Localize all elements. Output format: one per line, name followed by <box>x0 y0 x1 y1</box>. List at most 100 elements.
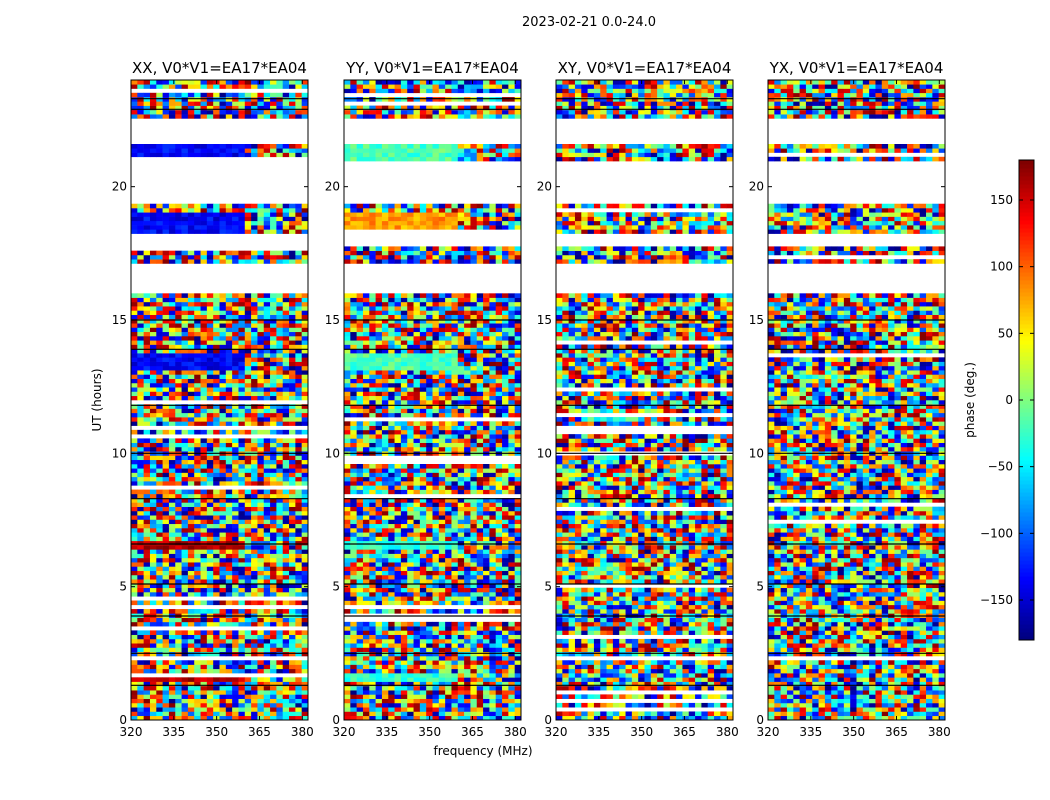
colorbar-segment <box>1019 492 1034 497</box>
x-tick-label: 335 <box>375 725 398 739</box>
heatmap-0 <box>131 80 308 720</box>
x-tick-label: 335 <box>587 725 610 739</box>
colorbar-segment <box>1019 292 1034 297</box>
panel-title: YY, V0*V1=EA17*EA04 <box>345 59 519 77</box>
colorbar-segment <box>1019 608 1034 613</box>
x-tick-label: 320 <box>545 725 568 739</box>
x-tick-label: 380 <box>504 725 527 739</box>
x-tick-label: 350 <box>630 725 653 739</box>
panel-title: XX, V0*V1=EA17*EA04 <box>132 59 307 77</box>
x-tick-label: 380 <box>716 725 739 739</box>
colorbar-segment <box>1019 172 1034 177</box>
colorbar-segment <box>1019 404 1034 409</box>
colorbar-segment <box>1019 624 1034 629</box>
y-tick-label: 20 <box>537 180 552 194</box>
x-tick-label: 350 <box>418 725 441 739</box>
y-tick-label: 15 <box>537 313 552 327</box>
colorbar-segment <box>1019 536 1034 541</box>
colorbar-segment <box>1019 540 1034 545</box>
colorbar-segment <box>1019 504 1034 509</box>
colorbar-segment <box>1019 508 1034 513</box>
y-tick-label: 5 <box>544 580 552 594</box>
colorbar-segment <box>1019 256 1034 261</box>
colorbar-segment <box>1019 628 1034 633</box>
colorbar-segment <box>1019 236 1034 241</box>
colorbar-segment <box>1019 316 1034 321</box>
colorbar-segment <box>1019 520 1034 525</box>
colorbar-segment <box>1019 448 1034 453</box>
colorbar-segment <box>1019 476 1034 481</box>
colorbar-segment <box>1019 552 1034 557</box>
colorbar-segment <box>1019 480 1034 485</box>
colorbar-segment <box>1019 468 1034 473</box>
colorbar-segment <box>1019 544 1034 549</box>
colorbar-segment <box>1019 312 1034 317</box>
colorbar-segment <box>1019 288 1034 293</box>
colorbar-segment <box>1019 472 1034 477</box>
colorbar-segment <box>1019 196 1034 201</box>
x-tick-label: 365 <box>248 725 271 739</box>
colorbar-segment <box>1019 568 1034 573</box>
colorbar-segment <box>1019 416 1034 421</box>
y-tick-label: 0 <box>119 713 127 727</box>
y-tick-label: 20 <box>112 180 127 194</box>
x-tick-label: 365 <box>885 725 908 739</box>
colorbar-segment <box>1019 560 1034 565</box>
x-tick-label: 320 <box>333 725 356 739</box>
colorbar-segment <box>1019 500 1034 505</box>
colorbar-segment <box>1019 284 1034 289</box>
colorbar-segment <box>1019 360 1034 365</box>
y-tick-label: 0 <box>756 713 764 727</box>
colorbar-tick-label: 100 <box>990 260 1013 274</box>
colorbar-segment <box>1019 400 1034 405</box>
colorbar-segment <box>1019 352 1034 357</box>
colorbar-segment <box>1019 248 1034 253</box>
colorbar-segment <box>1019 368 1034 373</box>
panels: XX, V0*V1=EA17*EA04 320 335 350 365 380 0 5 10 15… <box>112 59 951 739</box>
colorbar-segment <box>1019 272 1034 277</box>
y-tick-label: 20 <box>749 180 764 194</box>
colorbar-segment <box>1019 612 1034 617</box>
x-tick-label: 320 <box>120 725 143 739</box>
y-tick-label: 20 <box>325 180 340 194</box>
colorbar-segment <box>1019 412 1034 417</box>
colorbar-segment <box>1019 440 1034 445</box>
colorbar-segment <box>1019 572 1034 577</box>
heatmap-2 <box>556 80 733 720</box>
colorbar-segment <box>1019 244 1034 249</box>
colorbar-segment <box>1019 436 1034 441</box>
heatmap-1 <box>344 80 521 720</box>
x-tick-label: 335 <box>162 725 185 739</box>
colorbar-segment <box>1019 184 1034 189</box>
colorbar-segment <box>1019 276 1034 281</box>
x-tick-label: 320 <box>757 725 780 739</box>
colorbar-segment <box>1019 592 1034 597</box>
colorbar: −150 −100 −50 0 50 100 150 <box>980 159 1035 641</box>
colorbar-label: phase (deg.) <box>963 362 977 438</box>
colorbar-segment <box>1019 392 1034 397</box>
colorbar-segment <box>1019 260 1034 265</box>
colorbar-segment <box>1019 340 1034 345</box>
colorbar-segment <box>1019 356 1034 361</box>
colorbar-segment <box>1019 228 1034 233</box>
colorbar-segment <box>1019 616 1034 621</box>
colorbar-segment <box>1019 300 1034 305</box>
colorbar-segment <box>1019 252 1034 257</box>
colorbar-segment <box>1019 264 1034 269</box>
colorbar-segment <box>1019 216 1034 221</box>
colorbar-segment <box>1019 380 1034 385</box>
colorbar-segment <box>1019 224 1034 229</box>
panel-1: YY, V0*V1=EA17*EA04 320 335 350 365 380 0 5 10 15… <box>325 59 527 739</box>
colorbar-segment <box>1019 192 1034 197</box>
y-tick-label: 0 <box>332 713 340 727</box>
colorbar-segment <box>1019 556 1034 561</box>
colorbar-segment <box>1019 524 1034 529</box>
panel-frame <box>767 79 946 721</box>
colorbar-segment <box>1019 620 1034 625</box>
colorbar-tick-label: 150 <box>990 193 1013 207</box>
y-tick-label: 0 <box>544 713 552 727</box>
colorbar-segment <box>1019 584 1034 589</box>
colorbar-segment <box>1019 528 1034 533</box>
colorbar-segment <box>1019 464 1034 469</box>
